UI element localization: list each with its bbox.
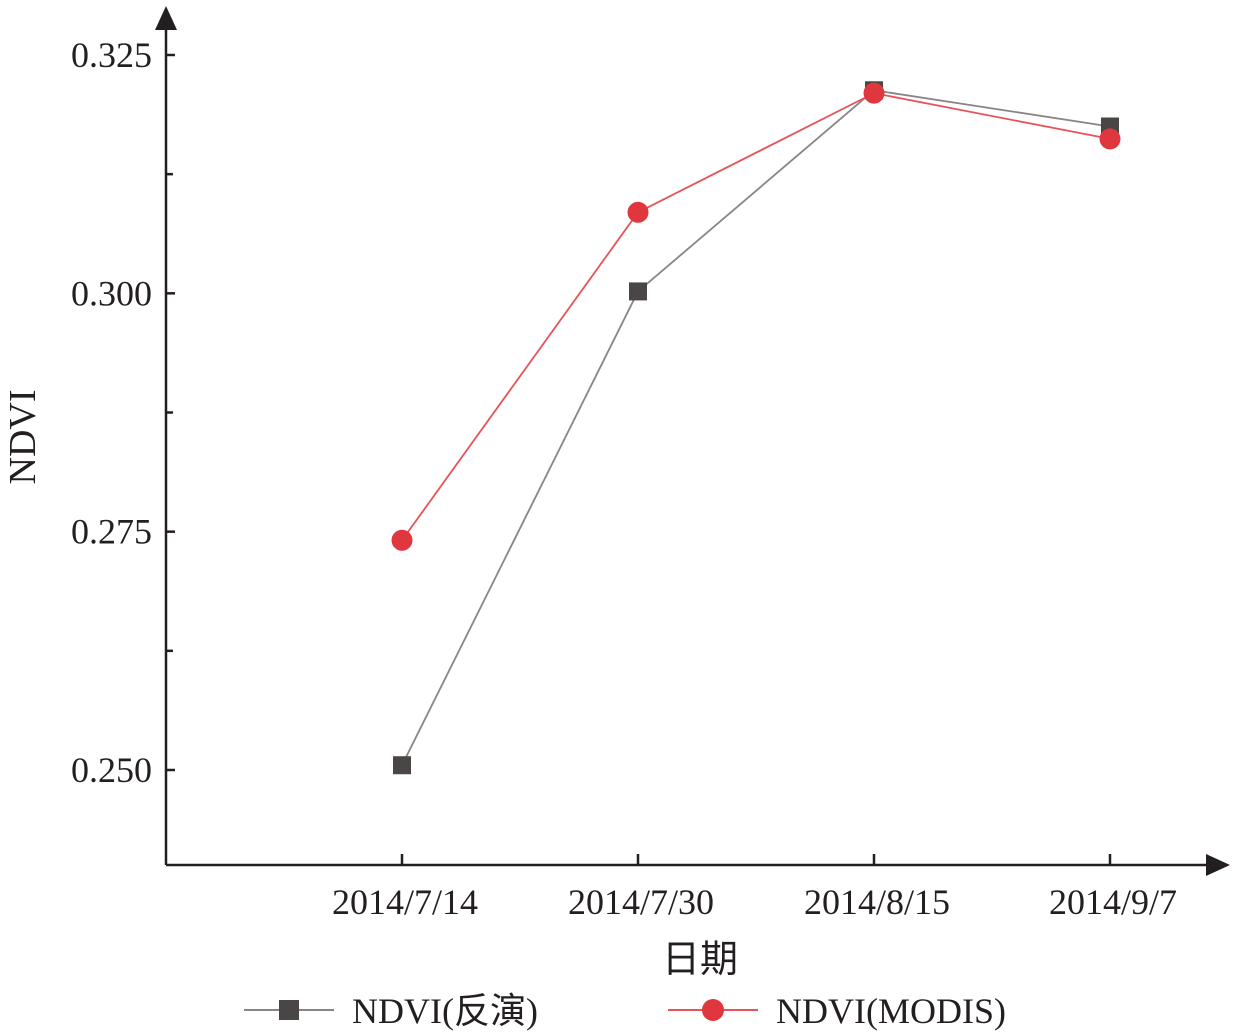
data-point-series-2 [391,529,413,551]
x-ticks: 2014/7/14 2014/7/30 2014/8/15 2014/9/7 [332,854,1177,922]
y-axis-title: NDVI [2,390,44,485]
y-tick-label: 0.250 [71,750,152,790]
y-axis-arrow [155,6,177,30]
x-tick-label: 2014/8/15 [804,882,950,922]
x-axis-arrow [1206,854,1230,876]
data-point-series-2 [1099,128,1121,150]
legend-label-series-1: NDVI(反演) [352,991,538,1031]
legend-marker-circle [702,999,724,1021]
series-line-1 [401,89,1111,766]
y-tick-label: 0.325 [71,35,152,75]
series-layer [391,81,1121,775]
series-line-2 [401,92,1111,541]
data-point-series-2 [863,82,885,104]
legend-label-series-2: NDVI(MODIS) [776,991,1006,1031]
data-point-series-1 [629,282,647,301]
data-point-series-1 [393,756,411,775]
legend-item-series-2: NDVI(MODIS) [668,991,1006,1031]
legend-marker-square [279,1000,299,1020]
y-tick-label: 0.275 [71,512,152,552]
x-tick-label: 2014/7/14 [332,882,478,922]
x-tick-label: 2014/9/7 [1049,882,1177,922]
x-axis-title: 日期 [662,939,738,981]
legend: NDVI(反演) NDVI(MODIS) [244,991,1006,1031]
y-ticks: 0.250 0.275 0.300 0.325 [71,35,175,790]
y-tick-label: 0.300 [71,273,152,313]
data-point-series-2 [627,201,649,223]
x-tick-label: 2014/7/30 [568,882,714,922]
legend-item-series-1: NDVI(反演) [244,991,538,1031]
